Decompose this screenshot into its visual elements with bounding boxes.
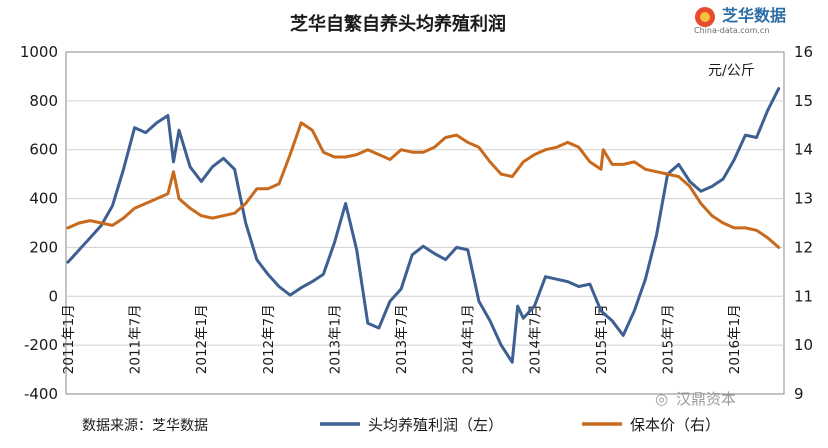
logo-url: China-data.com.cn	[694, 26, 769, 35]
x-tick-label: 2013年7月	[394, 304, 410, 374]
left-tick-label: -400	[24, 385, 58, 403]
right-tick-label: 13	[794, 190, 813, 208]
brand-logo: 芝华数据 China-data.com.cn	[694, 6, 786, 35]
x-tick-label: 2011年1月	[61, 304, 77, 374]
watermark: ◎ 汉鼎资本	[655, 390, 736, 408]
x-tick-label: 2013年1月	[328, 304, 344, 374]
legend-label: 头均养殖利润（左）	[368, 416, 503, 434]
logo-name: 芝华数据	[722, 6, 786, 25]
x-tick-label: 2012年1月	[194, 304, 210, 374]
unit-label: 元/公斤	[708, 63, 755, 79]
left-tick-label: 600	[29, 141, 58, 159]
right-tick-label: 12	[794, 238, 813, 256]
right-axis-ticks: 9 10 11 12 13 14 15 16	[794, 43, 813, 403]
left-tick-label: 400	[29, 190, 58, 208]
x-tick-label: 2012年7月	[261, 304, 277, 374]
right-tick-label: 10	[794, 336, 813, 354]
right-tick-label: 11	[794, 287, 813, 305]
left-tick-label: -200	[24, 336, 58, 354]
right-tick-label: 15	[794, 92, 813, 110]
right-tick-label: 9	[794, 385, 804, 403]
plot-area	[65, 51, 785, 395]
watermark-text: 汉鼎资本	[676, 390, 736, 408]
series-lines	[66, 87, 781, 364]
chart-title: 芝华自繁自养头均养殖利润	[290, 13, 506, 35]
legend: 头均养殖利润（左） 保本价（右）	[320, 416, 720, 434]
x-tick-label: 2015年7月	[661, 304, 677, 374]
x-tick-label: 2014年7月	[527, 304, 543, 374]
x-tick-label: 2011年7月	[128, 304, 144, 374]
right-tick-label: 16	[794, 43, 813, 61]
left-tick-label: 800	[29, 92, 58, 110]
left-tick-label: 1000	[20, 43, 58, 61]
watermark-icon: ◎	[655, 390, 668, 408]
left-tick-label: 0	[48, 287, 58, 305]
x-tick-label: 2014年1月	[461, 304, 477, 374]
left-axis-ticks: -400 -200 0 200 400 600 800 1000	[20, 43, 58, 403]
right-tick-label: 14	[794, 141, 813, 159]
breakeven-series-line	[66, 121, 781, 249]
left-tick-label: 200	[29, 238, 58, 256]
source-note: 数据来源：芝华数据	[82, 418, 208, 434]
x-tick-label: 2016年1月	[727, 304, 743, 374]
x-axis-ticks: 2011年1月 2011年7月 2012年1月 2012年7月 2013年1月 2013年…	[61, 304, 743, 374]
legend-label: 保本价（右）	[630, 416, 720, 434]
profit-series-line	[66, 87, 781, 364]
x-tick-label: 2015年1月	[594, 304, 610, 374]
